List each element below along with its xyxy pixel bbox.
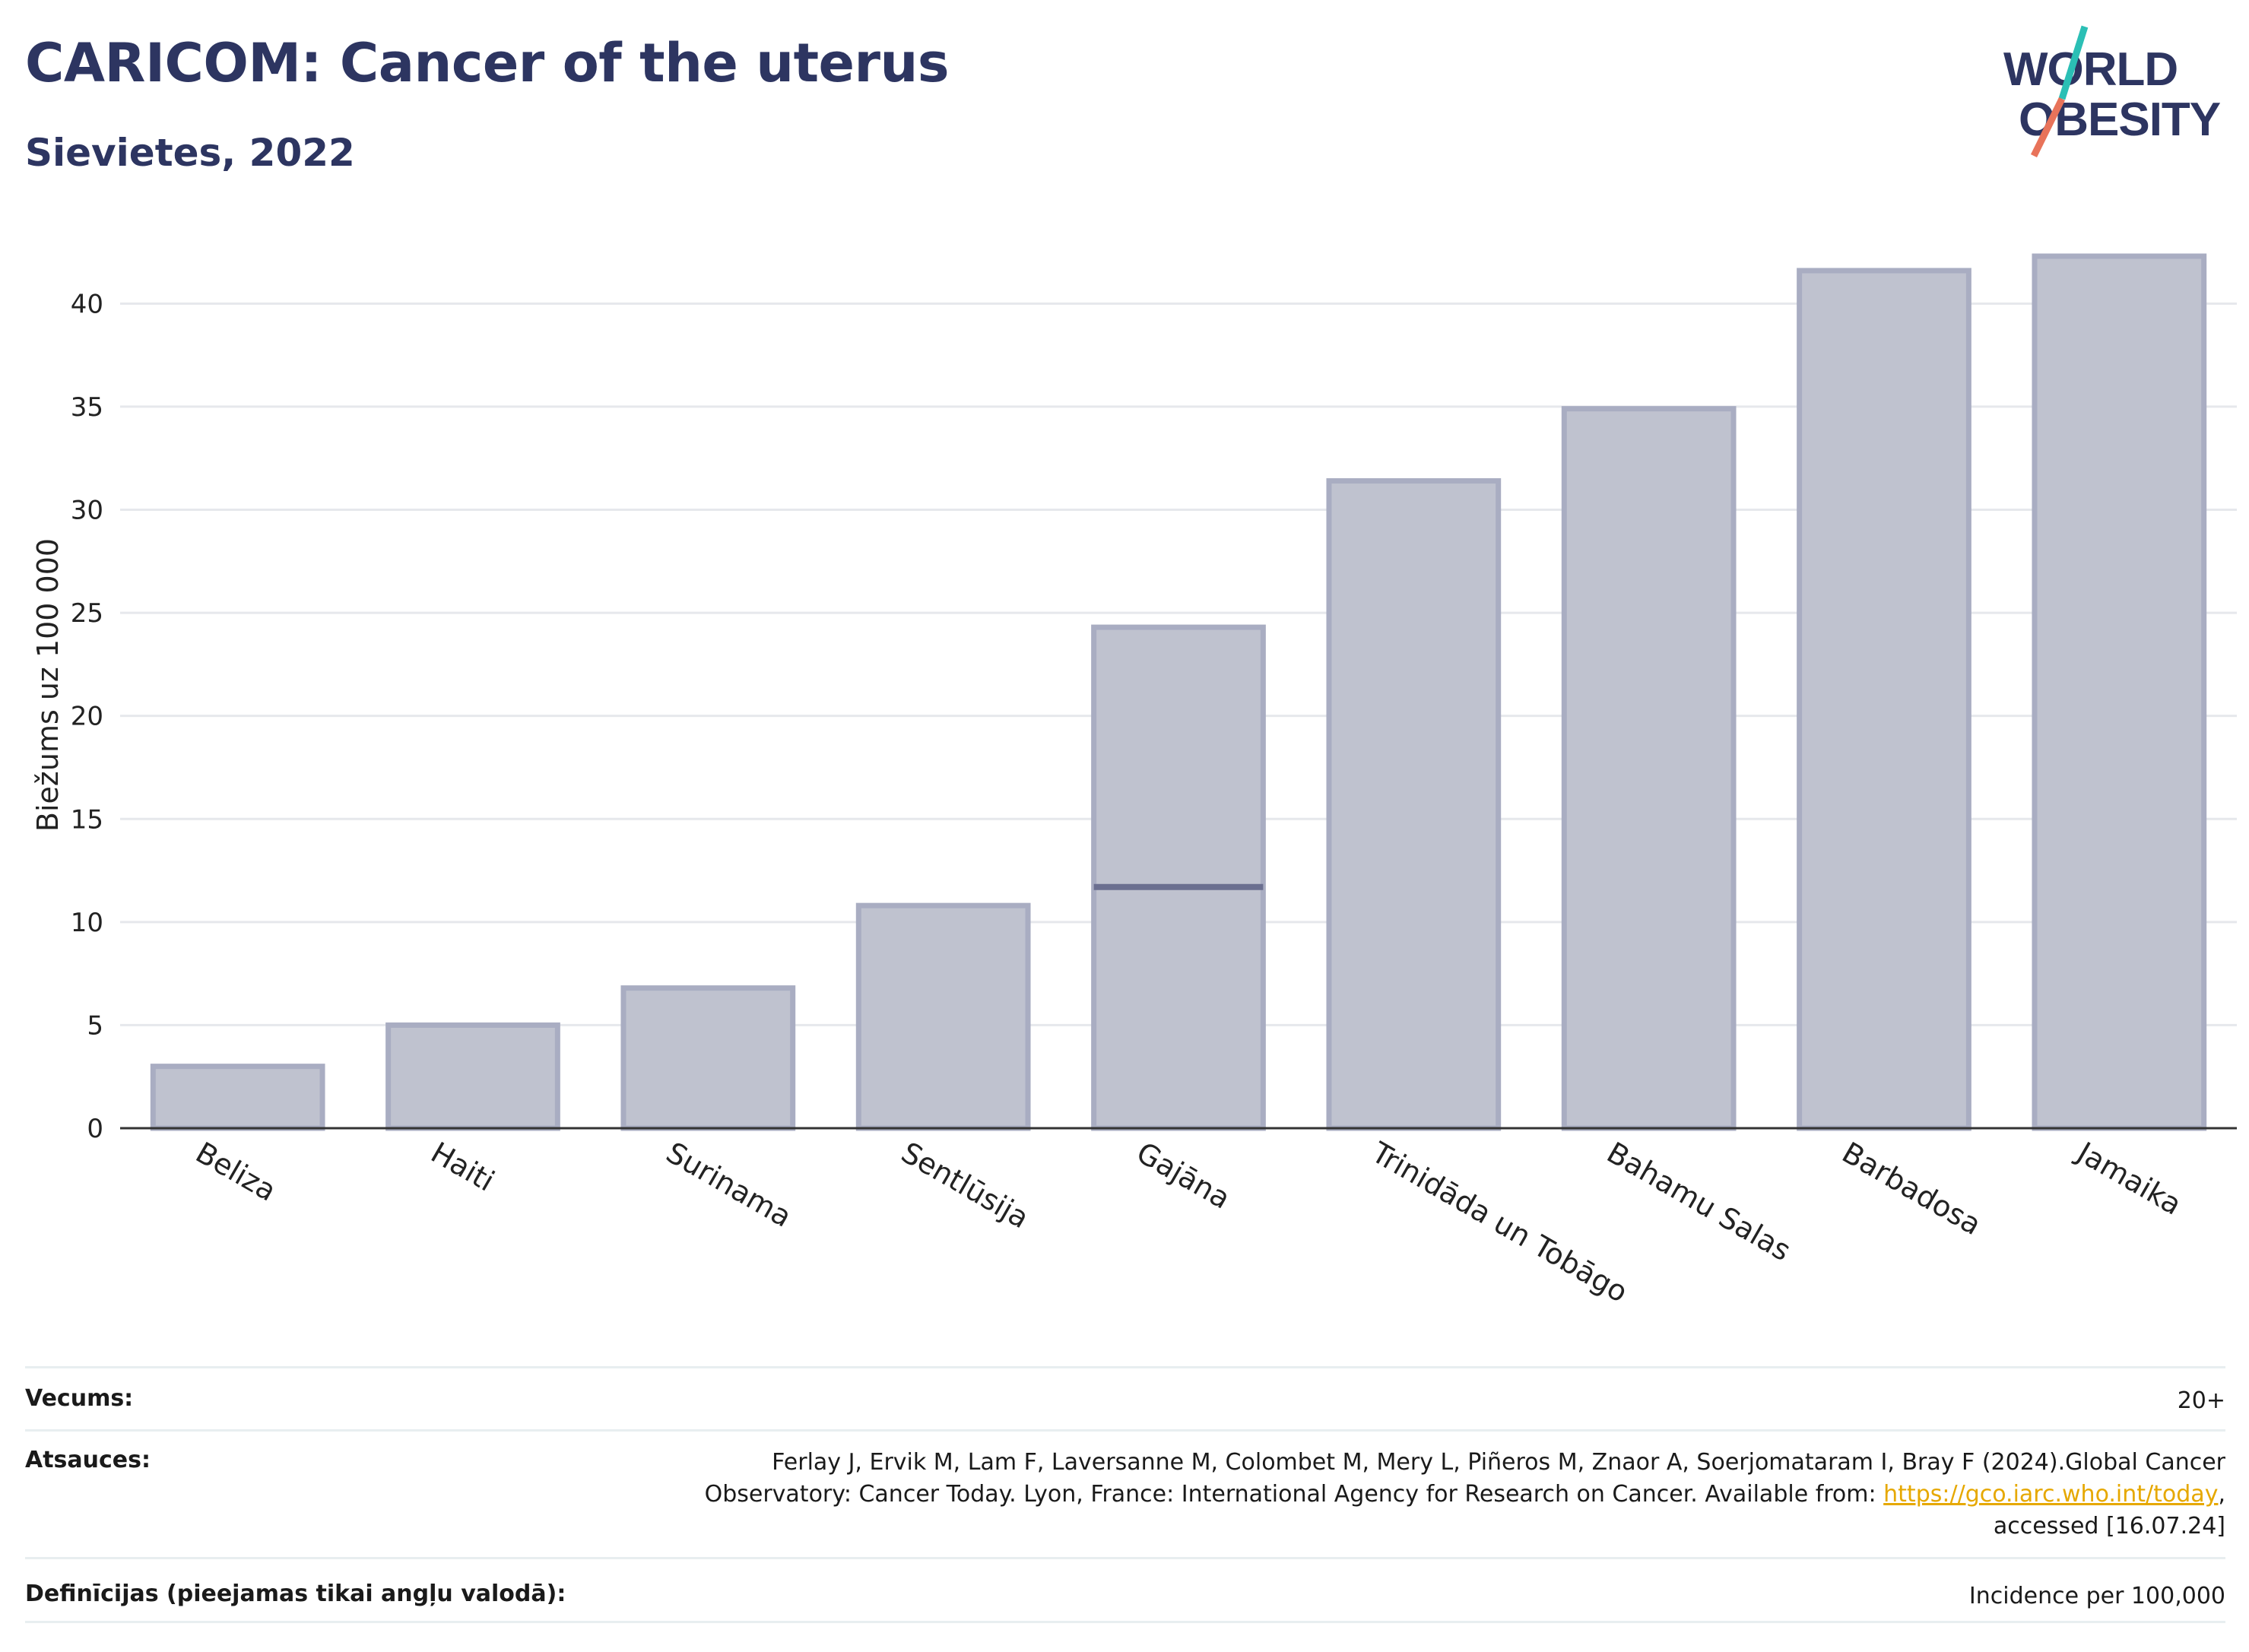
x-tick-label: Trinidāda un Tobāgo	[1366, 1135, 1633, 1309]
references-line1: Ferlay J, Ervik M, Lam F, Laversanne M, …	[772, 1449, 2225, 1476]
divider	[25, 1429, 2225, 1432]
references-label: Atsauces:	[25, 1447, 151, 1473]
bar	[150, 1064, 325, 1131]
y-tick-label: 15	[71, 804, 103, 835]
divider	[25, 1557, 2225, 1559]
y-tick-label: 25	[71, 598, 103, 629]
references-line2-text: Observatory: Cancer Today. Lyon, France:…	[704, 1481, 1884, 1508]
bar	[2032, 253, 2207, 1131]
y-tick-label: 0	[87, 1114, 103, 1144]
y-axis-title: Biežums uz 100 000	[31, 538, 65, 832]
x-tick-label: Gajāna	[1131, 1136, 1236, 1216]
references-line2-end: ,	[2218, 1481, 2225, 1508]
x-tick-label: Beliza	[190, 1136, 282, 1208]
definitions-row: Definīcijas (pieejamas tikai angļu valod…	[25, 1581, 2225, 1612]
definitions-label: Definīcijas (pieejamas tikai angļu valod…	[25, 1581, 566, 1607]
y-tick-label: 30	[71, 496, 103, 526]
chart-subtitle: Sievietes, 2022	[25, 131, 355, 175]
x-tick-label: Surinama	[661, 1136, 798, 1234]
y-tick-label: 35	[71, 392, 103, 423]
bar	[1561, 406, 1737, 1131]
y-tick-label: 40	[71, 289, 103, 319]
bar-chart: 0 5 10 15 20 25 30 35 40 Biežums uz 100 000 Beliza…	[31, 253, 2237, 1309]
x-tick-label: Sentlūsija	[896, 1136, 1034, 1235]
definitions-value: Incidence per 100,000	[1968, 1583, 2225, 1609]
x-tick-label: Barbadosa	[1837, 1136, 1987, 1242]
bar	[1797, 268, 1971, 1131]
logo-word-world: WORLD	[2003, 43, 2178, 96]
bar	[620, 985, 796, 1131]
x-tick-label: Bahamu Salas	[1601, 1136, 1797, 1268]
references-text: Ferlay J, Ervik M, Lam F, Laversanne M, …	[705, 1447, 2225, 1543]
y-tick-label: 10	[71, 908, 103, 938]
age-row: Vecums: 20+	[25, 1385, 2225, 1417]
bar	[855, 902, 1031, 1131]
divider	[25, 1366, 2225, 1368]
age-value: 20+	[2177, 1387, 2225, 1414]
x-tick-label: Jamaika	[2070, 1135, 2187, 1222]
logo-slash-teal	[2058, 25, 2089, 100]
bar	[385, 1022, 560, 1131]
y-tick-label: 5	[87, 1010, 103, 1041]
y-tick-label: 20	[71, 702, 103, 732]
x-tick-label: Haiti	[426, 1136, 500, 1198]
world-obesity-logo: WORLD OBESITY	[2003, 25, 2222, 157]
references-link[interactable]: https://gco.iarc.who.int/today	[1883, 1481, 2219, 1508]
age-label: Vecums:	[25, 1385, 134, 1412]
references-line2: Observatory: Cancer Today. Lyon, France:…	[705, 1479, 2225, 1511]
references-line3: accessed [16.07.24]	[1993, 1513, 2225, 1539]
logo-slash-coral	[2030, 97, 2066, 157]
divider	[25, 1621, 2225, 1623]
bar	[1091, 624, 1266, 1131]
references-row: Atsauces: Ferlay J, Ervik M, Lam F, Lave…	[25, 1447, 2225, 1543]
bar	[1326, 478, 1502, 1131]
chart-title: CARICOM: Cancer of the uterus	[25, 32, 950, 94]
